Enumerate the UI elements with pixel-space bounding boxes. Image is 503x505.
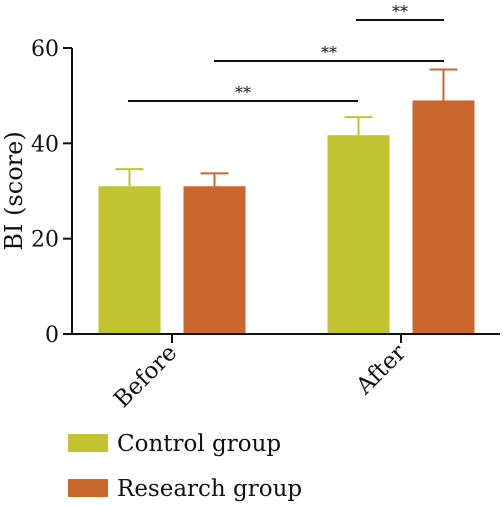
bar bbox=[183, 186, 246, 334]
legend: Control group Research group bbox=[68, 431, 302, 502]
significance-brackets: ** ** ** bbox=[128, 2, 444, 102]
y-tick-label: 20 bbox=[31, 228, 59, 253]
y-tick-label: 60 bbox=[31, 37, 59, 62]
legend-swatch bbox=[68, 434, 108, 452]
legend-label: Control group bbox=[117, 431, 281, 457]
bar bbox=[98, 186, 161, 334]
bar bbox=[412, 100, 475, 334]
x-tick-label: After bbox=[351, 340, 412, 401]
significance-label: ** bbox=[321, 43, 337, 62]
significance-label: ** bbox=[235, 83, 251, 102]
bar bbox=[327, 135, 390, 334]
y-tick-label: 40 bbox=[31, 132, 59, 157]
x-axis: Before After bbox=[72, 333, 500, 413]
y-axis: 0 20 40 60 bbox=[31, 37, 73, 348]
legend-label: Research group bbox=[117, 476, 302, 502]
legend-swatch bbox=[68, 479, 108, 497]
y-tick-label: 0 bbox=[45, 323, 59, 348]
bars bbox=[98, 68, 475, 334]
x-tick-label: Before bbox=[109, 340, 182, 413]
significance-label: ** bbox=[392, 2, 408, 21]
y-axis-label: BI (score) bbox=[0, 131, 28, 250]
